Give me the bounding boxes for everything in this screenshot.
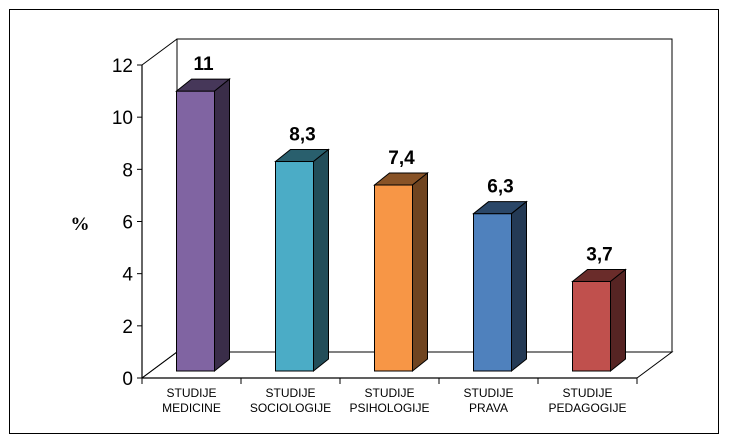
x-tick-label: PEDAGOGIJE bbox=[548, 401, 626, 415]
bar bbox=[274, 148, 330, 373]
bar-front bbox=[176, 90, 215, 372]
bar-side bbox=[610, 268, 626, 373]
bar bbox=[175, 78, 231, 373]
bar-front bbox=[572, 280, 611, 372]
data-label: 6,3 bbox=[487, 177, 513, 198]
y-axis-label: % bbox=[71, 214, 90, 235]
bar-side bbox=[412, 171, 428, 373]
chart-bars bbox=[175, 78, 627, 373]
data-label: 11 bbox=[193, 54, 214, 75]
x-tick-label: MEDICINE bbox=[162, 401, 221, 415]
x-tick-label: STUDIJE bbox=[265, 386, 315, 400]
wall-top-edge bbox=[141, 38, 178, 66]
chart-labels: 024681012%11STUDIJEMEDICINE8,3STUDIJESOC… bbox=[71, 54, 627, 415]
x-tick-label: PSIHOLOGIJE bbox=[349, 401, 429, 415]
bar-front bbox=[473, 213, 512, 372]
y-tick-label: 10 bbox=[112, 108, 133, 129]
bar bbox=[571, 268, 627, 373]
bar bbox=[373, 171, 429, 373]
bar-side bbox=[313, 148, 329, 373]
y-tick-label: 0 bbox=[122, 369, 133, 390]
x-tick-label: SOCIOLOGIJE bbox=[250, 401, 331, 415]
y-tick-label: 8 bbox=[122, 160, 133, 181]
data-label: 3,7 bbox=[586, 244, 612, 265]
data-label: 8,3 bbox=[289, 125, 315, 146]
bar-front bbox=[374, 184, 413, 372]
wall-bottom-edge bbox=[141, 351, 178, 379]
x-tick-label: STUDIJE bbox=[166, 386, 216, 400]
bar-side bbox=[511, 200, 527, 373]
y-tick-label: 6 bbox=[122, 213, 133, 234]
bar bbox=[472, 200, 528, 373]
y-tick-label: 4 bbox=[122, 265, 133, 286]
x-tick-label: PRAVA bbox=[469, 401, 508, 415]
y-tick-label: 2 bbox=[122, 317, 133, 338]
data-label: 7,4 bbox=[388, 148, 415, 169]
x-tick-label: STUDIJE bbox=[364, 386, 414, 400]
x-tick-label: STUDIJE bbox=[562, 386, 612, 400]
bar-side bbox=[214, 78, 230, 373]
y-tick-label: 12 bbox=[112, 56, 133, 77]
x-tick-label: STUDIJE bbox=[463, 386, 513, 400]
bar-front bbox=[275, 161, 314, 372]
